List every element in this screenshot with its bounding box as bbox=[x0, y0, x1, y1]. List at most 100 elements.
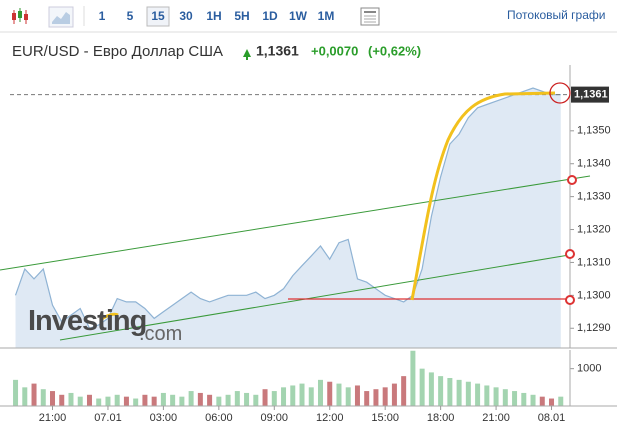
volume-bar bbox=[188, 391, 194, 406]
volume-bar bbox=[530, 394, 536, 406]
up-arrow bbox=[243, 49, 251, 60]
volume-bar bbox=[77, 396, 83, 406]
volume-bar bbox=[86, 394, 92, 406]
volume-bar bbox=[133, 398, 139, 406]
y-tick-label: 1,1320 bbox=[577, 223, 611, 235]
volume-bar bbox=[105, 396, 111, 406]
volume-bar bbox=[428, 372, 434, 406]
curve-stroke bbox=[99, 312, 119, 322]
volume-bar bbox=[308, 387, 314, 406]
volume-bar bbox=[465, 381, 471, 406]
interval-button[interactable]: 1W bbox=[289, 9, 308, 23]
drawings bbox=[0, 82, 591, 341]
handle[interactable] bbox=[565, 249, 575, 259]
volume-bar bbox=[31, 383, 37, 406]
y-tick-label: 1,1330 bbox=[577, 191, 611, 203]
volume-bar bbox=[438, 376, 444, 406]
volume-bar bbox=[354, 385, 360, 406]
settings-icon[interactable] bbox=[360, 7, 380, 26]
trend-line[interactable] bbox=[59, 253, 576, 341]
volume-bar bbox=[262, 389, 268, 406]
trend-line[interactable] bbox=[0, 175, 591, 271]
handle[interactable] bbox=[565, 295, 575, 305]
circle-drawing[interactable] bbox=[549, 82, 571, 104]
interval-button[interactable]: 5 bbox=[127, 9, 134, 23]
volume-bar bbox=[40, 389, 46, 406]
area-icon[interactable] bbox=[48, 6, 74, 28]
volume-bar bbox=[401, 376, 407, 406]
y-tick-label: 1,1290 bbox=[577, 322, 611, 334]
x-tick-label: 18:00 bbox=[427, 412, 455, 424]
curve-stroke[interactable] bbox=[410, 91, 556, 301]
interval-button[interactable]: 15 bbox=[151, 9, 165, 23]
volume-bar bbox=[502, 389, 508, 406]
volume-bar bbox=[59, 394, 65, 406]
x-tick-label: 21:00 bbox=[482, 412, 510, 424]
interval-button[interactable]: 30 bbox=[179, 9, 193, 23]
volume-bar bbox=[373, 389, 379, 406]
y-tick-label: 1,1300 bbox=[577, 289, 611, 301]
watermark-brand: Investing bbox=[28, 305, 146, 337]
volume-bar bbox=[216, 396, 222, 406]
volume-bar bbox=[225, 394, 231, 406]
volume-bar bbox=[364, 391, 370, 406]
interval-button[interactable]: 1H bbox=[206, 9, 221, 23]
price: 1,1361 bbox=[256, 43, 299, 59]
volume-bar bbox=[539, 396, 545, 406]
volume-bar bbox=[244, 392, 250, 406]
y-tick-label: 1,1340 bbox=[577, 158, 611, 170]
volume-bar bbox=[484, 385, 490, 406]
volume-bar bbox=[336, 383, 342, 406]
last-price-label: 1,1361 bbox=[574, 89, 608, 101]
volume-bar bbox=[382, 387, 388, 406]
volume-bar bbox=[170, 394, 176, 406]
volume-bar bbox=[96, 398, 102, 406]
x-tick-label: 21:00 bbox=[39, 412, 67, 424]
volume-bar bbox=[327, 381, 333, 406]
volume-bar bbox=[558, 396, 564, 406]
volume-bar bbox=[179, 396, 185, 406]
volume-bar bbox=[410, 350, 416, 406]
watermark-suffix: .com bbox=[139, 323, 182, 345]
volume-bar bbox=[317, 379, 323, 406]
candle-icon[interactable] bbox=[12, 8, 28, 24]
x-tick-label: 03:00 bbox=[150, 412, 178, 424]
x-tick-label: 06:00 bbox=[205, 412, 233, 424]
volume-bar bbox=[475, 383, 481, 406]
x-tick-label: 15:00 bbox=[371, 412, 399, 424]
volume-bar bbox=[68, 392, 74, 406]
volume-bar bbox=[456, 379, 462, 406]
y-tick-label: 1,1310 bbox=[577, 256, 611, 268]
handle[interactable] bbox=[567, 175, 577, 185]
volume-bar bbox=[493, 387, 499, 406]
volume-bar bbox=[271, 391, 277, 406]
interval-button[interactable]: 1 bbox=[99, 9, 106, 23]
volume-bar bbox=[160, 392, 166, 406]
x-tick-label: 08.01 bbox=[538, 412, 566, 424]
volume-bar bbox=[197, 392, 203, 406]
interval-button[interactable]: 1M bbox=[318, 9, 335, 23]
volume-bar bbox=[50, 391, 56, 406]
volume-bar bbox=[281, 387, 287, 406]
price-line bbox=[14, 87, 561, 330]
x-tick-label: 12:00 bbox=[316, 412, 344, 424]
plot: 1,1290 1,1300 1,1310 1,1320 1,1330 1,1340 1,13… bbox=[0, 65, 617, 424]
volume-bar bbox=[142, 394, 148, 406]
streaming-link[interactable]: Потоковый графи bbox=[507, 8, 605, 22]
interval-button[interactable]: 5H bbox=[234, 9, 249, 23]
volume-bar bbox=[290, 385, 296, 406]
volume-bar bbox=[114, 394, 120, 406]
change-percent: (+0,62%) bbox=[368, 43, 421, 58]
volume-bar bbox=[345, 387, 351, 406]
volume-bar bbox=[22, 387, 28, 406]
selected-box bbox=[146, 6, 170, 27]
symbol: EUR/USD - Евро Доллар США bbox=[12, 43, 223, 60]
interval-button[interactable]: 1D bbox=[262, 9, 278, 23]
x-tick-label: 07.01 bbox=[94, 412, 122, 424]
volume-bar bbox=[234, 391, 240, 406]
change: +0,0070 bbox=[311, 43, 358, 58]
volume-bar bbox=[299, 383, 305, 406]
y-tick-label: 1,1350 bbox=[577, 125, 611, 137]
price-area bbox=[15, 88, 561, 348]
